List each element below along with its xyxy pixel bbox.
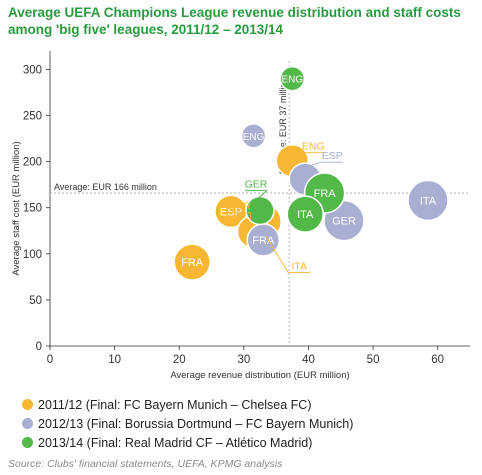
y-tick-label: 0 — [36, 341, 42, 353]
bubble-2013-14-eng — [279, 65, 306, 92]
callout-label-eng: ENG — [302, 141, 325, 153]
callout-leader — [308, 161, 322, 167]
source-note: Source: Clubs' financial statements, UEF… — [8, 458, 283, 470]
legend-item-2011-12: 2011/12 (Final: FC Bayern Munich – Chels… — [22, 395, 353, 414]
reference-label-staff-cost: Average: EUR 166 million — [54, 182, 157, 192]
bubble-label-ita: ITA — [420, 195, 437, 207]
x-tick-label: 60 — [431, 354, 444, 366]
bubble-label-fra: FRA — [252, 235, 275, 247]
chart-title: Average UEFA Champions League revenue di… — [8, 4, 478, 38]
callout-leader — [295, 147, 303, 154]
bubble-2012-13-eng — [240, 123, 267, 149]
chart-title-line-1: Average UEFA Champions League revenue di… — [8, 5, 461, 20]
reference-lines-group: Average: EUR 166 million Average: EUR 37 … — [50, 61, 470, 346]
chart-title-line-2: among 'big five' leagues, 2011/12 – 2013… — [8, 22, 284, 37]
x-tick-label: 10 — [108, 354, 121, 366]
legend-swatch-2013-14 — [22, 437, 33, 448]
callout-label-ita: ITA — [291, 261, 307, 273]
x-axis-label: Average revenue distribution (EUR millio… — [170, 370, 349, 381]
legend-swatch-2011-12 — [22, 399, 33, 410]
bubble-label-ita: ITA — [297, 209, 314, 221]
y-tick-label: 50 — [29, 295, 42, 307]
y-tick-label: 200 — [23, 157, 42, 169]
callout-leader — [265, 236, 289, 273]
x-tick-label: 40 — [302, 354, 315, 366]
legend-item-2013-14: 2013/14 (Final: Real Madrid CF – Atlétic… — [22, 433, 353, 452]
y-tick-label: 300 — [23, 64, 42, 76]
legend-swatch-2012-13 — [22, 418, 33, 429]
bubble-2013-14-ita — [286, 195, 324, 233]
bubble-label-fra: FRA — [181, 257, 204, 269]
x-tick-label: 30 — [237, 354, 250, 366]
x-tick-label: 20 — [173, 354, 186, 366]
bubble-label-fra: FRA — [314, 188, 337, 200]
y-tick-label: 150 — [23, 203, 42, 215]
axes-group: 0 50 100 150 200 250 300 0 10 20 30 40 50 60 Average r… — [11, 51, 470, 381]
legend-label-2011-12: 2011/12 (Final: FC Bayern Munich – Chels… — [38, 397, 312, 412]
scatter-chart: 0 50 100 150 200 250 300 0 10 20 30 40 50 60 Average r… — [11, 51, 470, 381]
x-tick-label: 50 — [367, 354, 380, 366]
legend-label-2013-14: 2013/14 (Final: Real Madrid CF – Atlétic… — [38, 435, 313, 450]
bubble-label-eng: ENG — [281, 75, 303, 86]
callout-label-ger: GER — [245, 178, 268, 190]
y-tick-label: 100 — [23, 249, 42, 261]
bubble-label-ger: GER — [332, 216, 356, 228]
legend-label-2012-13: 2012/13 (Final: Borussia Dortmund – FC B… — [38, 416, 354, 431]
callout-leader — [256, 190, 268, 200]
legend: 2011/12 (Final: FC Bayern Munich – Chels… — [22, 395, 353, 452]
callout-label-ger: GER — [228, 201, 251, 213]
callout-label-esp: ESP — [322, 150, 343, 162]
reference-label-revenue: Average: EUR 37 million — [278, 78, 288, 176]
y-axis-label: Average staff cost (EUR million) — [11, 141, 22, 275]
y-tick-label: 250 — [23, 111, 42, 123]
bubble-2012-13-ita — [407, 179, 449, 222]
x-tick-label: 0 — [47, 354, 53, 366]
bubble-2011-12-fra — [173, 243, 211, 281]
legend-item-2012-13: 2012/13 (Final: Borussia Dortmund – FC B… — [22, 414, 353, 433]
bubble-label-eng: ENG — [243, 132, 265, 143]
